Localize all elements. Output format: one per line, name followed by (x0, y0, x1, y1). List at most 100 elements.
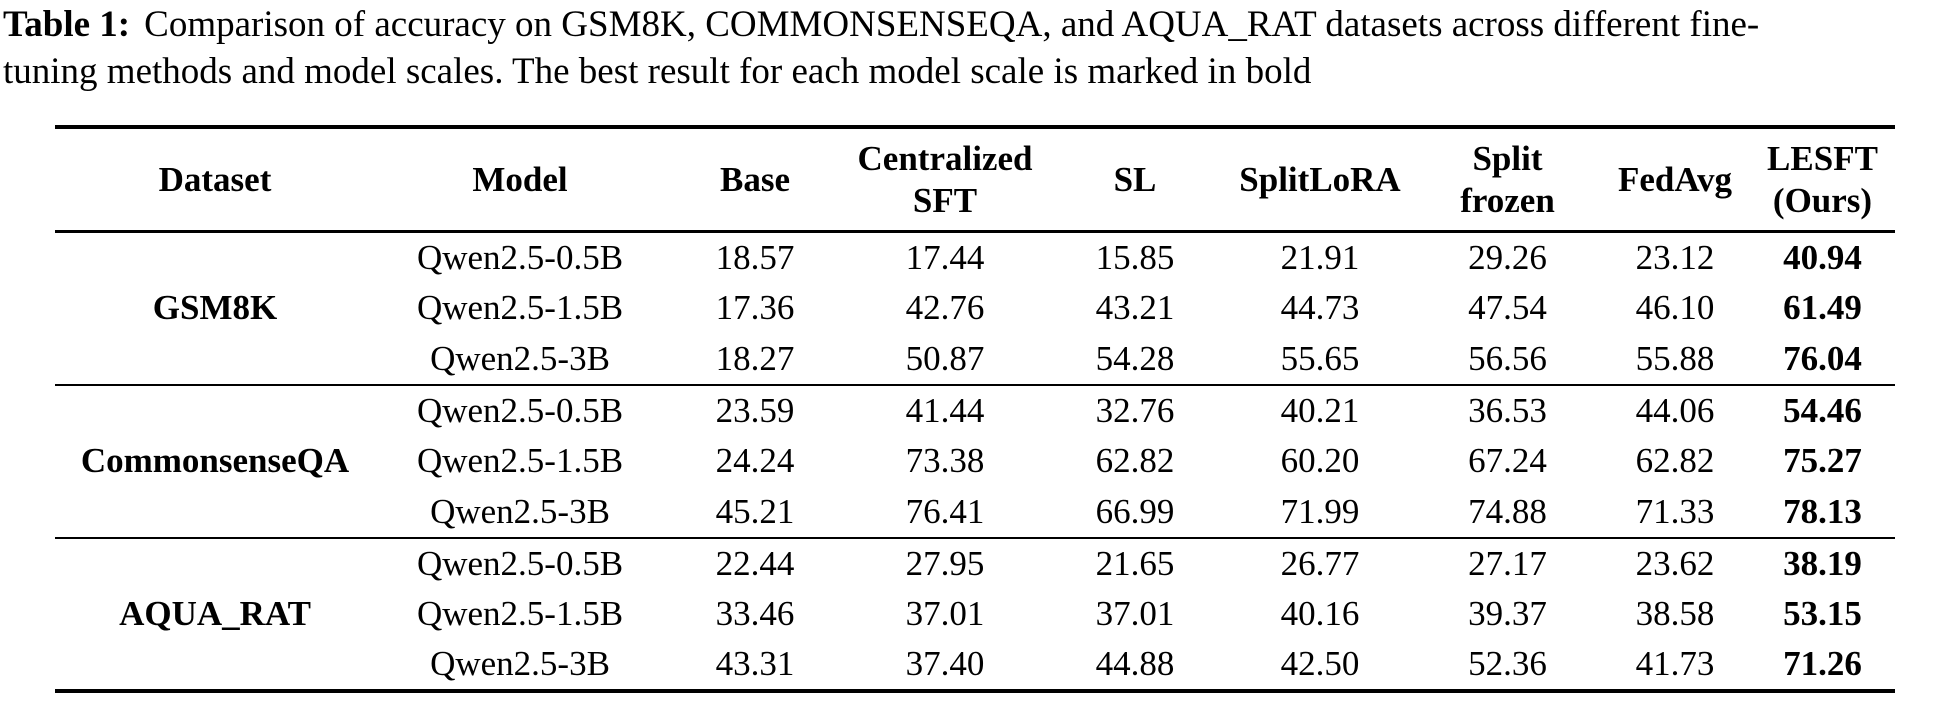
value-cell: 18.27 (715, 338, 795, 378)
value-cell: 44.06 (1600, 383, 1750, 436)
section-aqua-rat: AQUA_RAT Qwen2.5-0.5B 22.44 27.95 21.65 … (55, 536, 1895, 691)
dataset-label-aqua-rat: AQUA_RAT (55, 536, 375, 691)
value-cell: 27.17 (1415, 536, 1600, 589)
table-row: AQUA_RAT Qwen2.5-0.5B 22.44 27.95 21.65 … (55, 536, 1895, 691)
section-gsm8k: GSM8K Qwen2.5-0.5B 18.57 17.44 15.85 21.… (55, 232, 1895, 385)
value-cell: 43.31 (715, 644, 795, 683)
value-cell: 71.99 (1280, 491, 1360, 531)
caption-line-2: tuning methods and model scales. The bes… (3, 51, 1312, 92)
value-cell: 18.57 (715, 237, 795, 277)
value-cell: 26.77 (1225, 536, 1415, 589)
model-cell: Qwen2.5-3B (430, 644, 610, 683)
col-header-dataset: Dataset (55, 127, 375, 233)
value-cell: 24.24 (715, 441, 795, 480)
value-cell: 74.88 (1468, 491, 1547, 531)
table-row: GSM8K Qwen2.5-0.5B 18.57 17.44 15.85 21.… (55, 232, 1895, 328)
value-cell: 41.73 (1635, 644, 1715, 683)
value-cell: 76.41 (905, 491, 985, 531)
value-cell: 21.65 (1045, 536, 1225, 589)
value-cell: 22.44 (665, 536, 845, 589)
col-header-model: Model (375, 127, 665, 233)
value-cell: 37.40 (905, 644, 985, 683)
col-header-splitlora: SplitLoRA (1225, 127, 1415, 233)
value-cell: 55.88 (1635, 338, 1715, 378)
col-header-fedavg: FedAvg (1600, 127, 1750, 233)
value-cell: 56.56 (1468, 338, 1547, 378)
dataset-label-commonsenseqa: CommonsenseQA (55, 383, 375, 538)
table-row: Qwen2.5-1.5B 24.24 73.38 62.82 60.20 67.… (55, 436, 1895, 487)
best-value-cell: 75.27 (1783, 441, 1862, 480)
caption-text-line1: Comparison of accuracy on GSM8K, COMMONS… (144, 4, 1760, 45)
dataset-label-gsm8k: GSM8K (152, 288, 278, 328)
model-cell: Qwen2.5-3B (430, 338, 610, 378)
value-cell: 44.88 (1095, 644, 1175, 683)
best-value-cell: 78.13 (1783, 491, 1862, 531)
best-value-cell: 40.94 (1783, 237, 1862, 277)
value-cell: 62.82 (1635, 441, 1715, 480)
value-cell: 21.91 (1280, 237, 1360, 277)
table-row: Qwen2.5-1.5B 33.46 37.01 37.01 40.16 39.… (55, 589, 1895, 640)
model-cell: Qwen2.5-0.5B (416, 237, 624, 277)
value-cell: 62.82 (1095, 441, 1175, 480)
caption-line-1: Table 1: Comparison of accuracy on GSM8K,… (3, 1, 1947, 48)
value-cell: 38.58 (1635, 594, 1715, 633)
model-cell: Qwen2.5-3B (430, 491, 610, 531)
value-cell: 67.24 (1468, 441, 1547, 480)
best-value-cell: 38.19 (1750, 536, 1895, 589)
table-row: Qwen2.5-3B 45.21 76.41 66.99 71.99 74.88… (55, 487, 1895, 538)
best-value-cell: 61.49 (1783, 288, 1862, 327)
col-header-base: Base (665, 127, 845, 233)
model-cell: Qwen2.5-1.5B (416, 594, 624, 633)
value-cell: 42.50 (1280, 644, 1360, 683)
value-cell: 23.59 (665, 383, 845, 436)
table-header: Dataset Model Base Centralized SFT SL Sp… (55, 127, 1895, 233)
section-commonsenseqa: CommonsenseQA Qwen2.5-0.5B 23.59 41.44 3… (55, 383, 1895, 538)
value-cell: 52.36 (1468, 644, 1547, 683)
col-header-split-frozen: Split frozen (1415, 127, 1600, 233)
value-cell: 32.76 (1045, 383, 1225, 436)
value-cell: 15.85 (1095, 237, 1175, 277)
value-cell: 37.01 (905, 594, 985, 633)
value-cell: 55.65 (1280, 338, 1360, 378)
value-cell: 39.37 (1468, 594, 1547, 633)
value-cell: 29.26 (1468, 237, 1547, 277)
model-cell: Qwen2.5-1.5B (416, 441, 624, 480)
value-cell: 73.38 (905, 441, 985, 480)
col-header-lesft-ours: LESFT (Ours) (1750, 127, 1895, 233)
value-cell: 43.21 (1095, 288, 1175, 327)
value-cell: 40.21 (1225, 383, 1415, 436)
value-cell: 46.10 (1635, 288, 1715, 327)
table-row: Qwen2.5-1.5B 17.36 42.76 43.21 44.73 47.… (55, 283, 1895, 334)
value-cell: 47.54 (1468, 288, 1547, 327)
value-cell: 50.87 (905, 338, 985, 378)
model-cell: Qwen2.5-0.5B (375, 536, 665, 589)
results-table: Dataset Model Base Centralized SFT SL Sp… (55, 125, 1895, 693)
value-cell: 37.01 (1095, 594, 1175, 633)
col-header-sl: SL (1045, 127, 1225, 233)
value-cell: 17.44 (905, 237, 985, 277)
best-value-cell: 54.46 (1750, 383, 1895, 436)
value-cell: 66.99 (1095, 491, 1175, 531)
value-cell: 33.46 (715, 594, 795, 633)
value-cell: 17.36 (715, 288, 795, 327)
table-caption: Table 1: Comparison of accuracy on GSM8K,… (3, 1, 1947, 95)
value-cell: 42.76 (905, 288, 985, 327)
table-row: CommonsenseQA Qwen2.5-0.5B 23.59 41.44 3… (55, 383, 1895, 538)
value-cell: 44.73 (1280, 288, 1360, 327)
model-cell: Qwen2.5-1.5B (416, 288, 624, 327)
table-row: Qwen2.5-3B 43.31 37.40 44.88 42.50 52.36… (55, 640, 1895, 691)
best-value-cell: 76.04 (1783, 338, 1862, 378)
value-cell: 36.53 (1415, 383, 1600, 436)
best-value-cell: 53.15 (1783, 594, 1862, 633)
best-value-cell: 71.26 (1783, 644, 1862, 683)
table-row: Qwen2.5-3B 18.27 50.87 54.28 55.65 56.56… (55, 334, 1895, 385)
header-row: Dataset Model Base Centralized SFT SL Sp… (55, 127, 1895, 233)
table-number-label: Table 1: (3, 4, 131, 45)
value-cell: 45.21 (715, 491, 795, 531)
value-cell: 23.62 (1600, 536, 1750, 589)
value-cell: 23.12 (1635, 237, 1715, 277)
value-cell: 41.44 (845, 383, 1045, 436)
value-cell: 54.28 (1095, 338, 1175, 378)
value-cell: 71.33 (1635, 491, 1715, 531)
